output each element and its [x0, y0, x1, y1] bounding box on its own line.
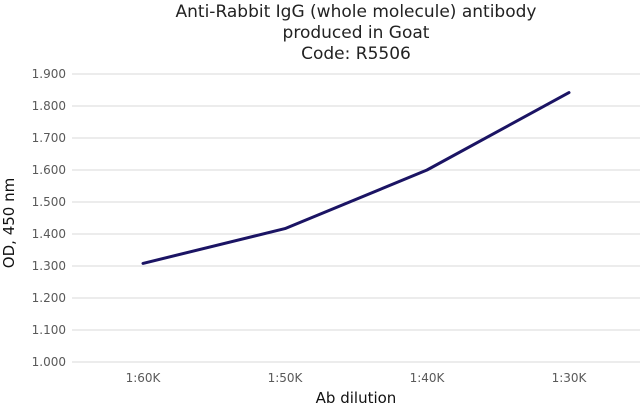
y-tick-label: 1.600: [32, 163, 66, 177]
x-axis-title: Ab dilution: [316, 389, 397, 407]
y-tick-label: 1.500: [32, 195, 66, 209]
gridlines: [72, 73, 640, 363]
x-tick-label: 1:50K: [268, 371, 304, 385]
y-tick-label: 1.100: [32, 323, 66, 337]
x-tick-label: 1:60K: [126, 371, 162, 385]
y-tick-label: 1.800: [32, 99, 66, 113]
y-tick-label: 1.000: [32, 355, 66, 369]
x-axis-tick-labels: 1:60K 1:50K 1:40K 1:30K: [126, 371, 588, 385]
chart-title-line-3: Code: R5506: [301, 44, 411, 64]
chart-title: Anti-Rabbit IgG (whole molecule) antibod…: [176, 2, 537, 64]
y-tick-label: 1.300: [32, 259, 66, 273]
data-series: [141, 91, 571, 265]
y-tick-label: 1.400: [32, 227, 66, 241]
y-axis-title: OD, 450 nm: [0, 178, 18, 268]
x-tick-label: 1:40K: [410, 371, 446, 385]
x-tick-label: 1:30K: [552, 371, 588, 385]
y-axis-tick-labels: 1.000 1.100 1.200 1.300 1.400 1.500 1.600 1.700…: [32, 67, 66, 369]
series-line: [141, 91, 571, 265]
y-tick-label: 1.900: [32, 67, 66, 81]
y-tick-label: 1.700: [32, 131, 66, 145]
y-tick-label: 1.200: [32, 291, 66, 305]
chart-title-line-1: Anti-Rabbit IgG (whole molecule) antibod…: [176, 2, 537, 22]
chart-title-line-2: produced in Goat: [283, 23, 430, 43]
